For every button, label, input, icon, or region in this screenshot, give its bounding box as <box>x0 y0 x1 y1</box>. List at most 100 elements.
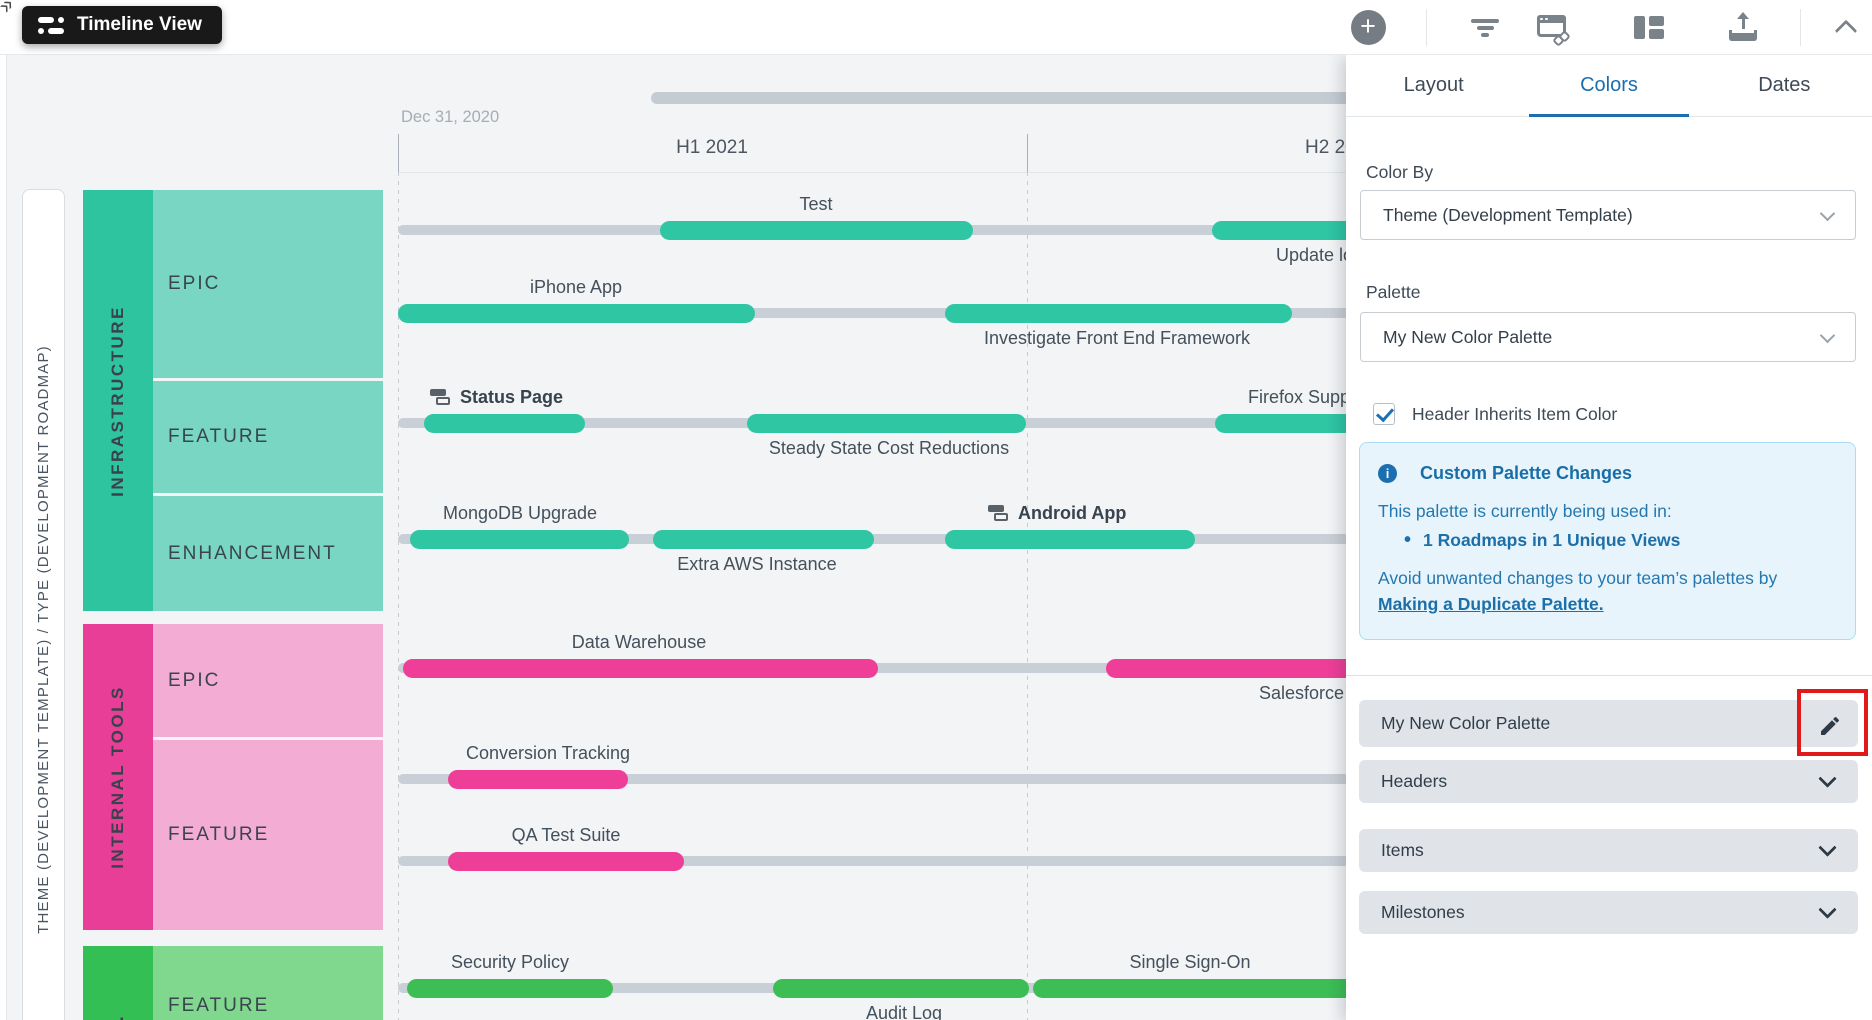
item-bar[interactable] <box>448 851 684 871</box>
layout-columns-button[interactable] <box>1627 0 1671 55</box>
custom-palette-info-box: i Custom Palette Changes This palette is… <box>1359 442 1856 640</box>
pivot-rail-label: THEME (DEVELOPMENT TEMPLATE) / TYPE (DEV… <box>35 344 52 934</box>
duplicate-palette-link[interactable]: Making a Duplicate Palette. <box>1378 594 1604 614</box>
section-label: Items <box>1381 840 1424 860</box>
header-inherits-checkbox-row[interactable]: Header Inherits Item Color <box>1373 403 1617 425</box>
item-label-text: Conversion Tracking <box>465 742 631 763</box>
group-type-block <box>153 624 383 737</box>
item-bar[interactable] <box>398 303 755 323</box>
section-label: Milestones <box>1381 902 1465 922</box>
milestone-stack-icon <box>430 388 451 406</box>
item-bar[interactable] <box>410 529 629 549</box>
axis-tick <box>1027 134 1028 172</box>
edit-palette-button[interactable] <box>1815 711 1845 741</box>
export-button[interactable] <box>1721 0 1765 55</box>
item-label: Update lo <box>1276 244 1353 266</box>
toolbar-divider <box>1426 9 1427 46</box>
item-bar[interactable] <box>773 978 1029 998</box>
row-type-label: EPIC <box>168 273 221 294</box>
window-link-icon <box>1537 14 1571 47</box>
item-label-text: Audit Log <box>865 1002 943 1020</box>
item-bar[interactable] <box>945 303 1292 323</box>
item-label: Investigate Front End Framework <box>984 327 1250 349</box>
item-bar[interactable] <box>407 978 613 998</box>
milestone-item-label: Android App <box>988 502 1126 524</box>
item-label-text: Security Policy <box>450 951 570 972</box>
item-label-text: Extra AWS Instance <box>677 553 837 574</box>
axis-period-h1: H1 2021 <box>676 137 748 158</box>
item-label-text: Single Sign-On <box>1129 951 1251 972</box>
group-type-block <box>153 381 383 493</box>
section-milestones[interactable]: Milestones <box>1359 891 1858 934</box>
palette-value: My New Color Palette <box>1383 326 1553 347</box>
color-by-select[interactable]: Theme (Development Template) <box>1360 190 1856 240</box>
horizontal-scrollbar[interactable] <box>651 92 1356 104</box>
filter-button[interactable] <box>1463 0 1507 55</box>
tab-colors[interactable]: Colors <box>1521 55 1696 116</box>
pivot-rail[interactable]: THEME (DEVELOPMENT TEMPLATE) / TYPE (DEV… <box>22 189 65 1020</box>
tab-dates[interactable]: Dates <box>1758 74 1811 96</box>
timeline-view-icon <box>38 16 65 35</box>
item-label: Firefox Supp <box>1248 386 1350 408</box>
collapse-panel-button[interactable] <box>1824 0 1868 55</box>
chevron-down-icon <box>1818 769 1837 788</box>
item-label-text: Firefox Supp <box>1248 386 1351 407</box>
gridline <box>398 172 399 1020</box>
item-bar[interactable] <box>660 220 973 240</box>
item-bar[interactable] <box>448 769 628 789</box>
item-label: QA Test Suite <box>512 824 621 846</box>
item-track <box>398 308 1356 318</box>
group-type-block <box>153 496 383 611</box>
section-headers[interactable]: Headers <box>1359 760 1858 803</box>
share-view-button[interactable] <box>1531 0 1575 55</box>
group-header-strip[interactable]: INTERNAL TOOLS <box>83 624 153 930</box>
item-label-text: MongoDB Upgrade <box>442 502 598 523</box>
item-bar[interactable] <box>945 529 1195 549</box>
item-bar[interactable] <box>403 658 878 678</box>
item-bar[interactable] <box>1215 413 1356 433</box>
item-bar[interactable] <box>653 529 874 549</box>
chevron-down-icon <box>1818 838 1837 857</box>
section-items[interactable]: Items <box>1359 829 1858 872</box>
item-label-text: Android App <box>1018 502 1127 523</box>
group-header-label: INFRASTRUCTURE <box>108 304 127 497</box>
item-label-text: Update lo <box>1276 244 1354 265</box>
item-bar[interactable] <box>424 413 585 433</box>
timeline-canvas: Dec 31, 2020 H1 2021 H2 2021 THEME (DEVE… <box>0 55 1872 1020</box>
palette-name-text: My New Color Palette <box>1381 713 1551 733</box>
group-type-block <box>153 190 383 378</box>
upload-icon <box>1729 12 1757 41</box>
view-switcher-button[interactable]: Timeline View <box>22 6 222 44</box>
item-label: Single Sign-On <box>1129 951 1250 973</box>
tab-layout[interactable]: Layout <box>1403 74 1464 96</box>
palette-name-row[interactable]: My New Color Palette <box>1359 700 1858 747</box>
pencil-icon <box>1821 717 1839 735</box>
group-header-strip[interactable]: INFRASTRUCTURE <box>83 190 153 611</box>
info-line-2: Avoid unwanted changes to your team’s pa… <box>1378 568 1778 588</box>
chevron-down-icon <box>1819 205 1836 222</box>
group-header-label: SEC... <box>108 1013 128 1020</box>
milestone-stack-icon <box>988 504 1009 522</box>
item-bar[interactable] <box>1212 220 1356 240</box>
axis-start-date: Dec 31, 2020 <box>401 108 500 126</box>
item-bar[interactable] <box>747 413 1026 433</box>
row-type-label: FEATURE <box>168 994 270 1016</box>
group-type-block <box>153 946 383 1020</box>
panel-tabs: Layout Colors Dates <box>1346 55 1872 117</box>
palette-select[interactable]: My New Color Palette <box>1360 312 1856 362</box>
toolbar-divider <box>1800 9 1801 46</box>
group-header-strip[interactable]: SEC... <box>83 946 153 1020</box>
add-item-button[interactable]: + <box>1346 0 1390 55</box>
group-header-label: INTERNAL TOOLS <box>108 685 128 869</box>
expand-corner-icon[interactable]: » <box>0 0 19 18</box>
group-type-block <box>153 740 383 930</box>
item-bar[interactable] <box>1106 658 1356 678</box>
item-track <box>398 534 1356 544</box>
info-usage-count: 1 Roadmaps in 1 Unique Views <box>1404 529 1837 552</box>
item-label: Data Warehouse <box>572 631 706 653</box>
item-bar[interactable] <box>1033 978 1356 998</box>
item-track <box>398 856 1356 866</box>
item-label: Security Policy <box>451 951 569 973</box>
item-label-text: Steady State Cost Reductions <box>768 437 1010 458</box>
checkbox-checked-icon[interactable] <box>1373 403 1395 425</box>
